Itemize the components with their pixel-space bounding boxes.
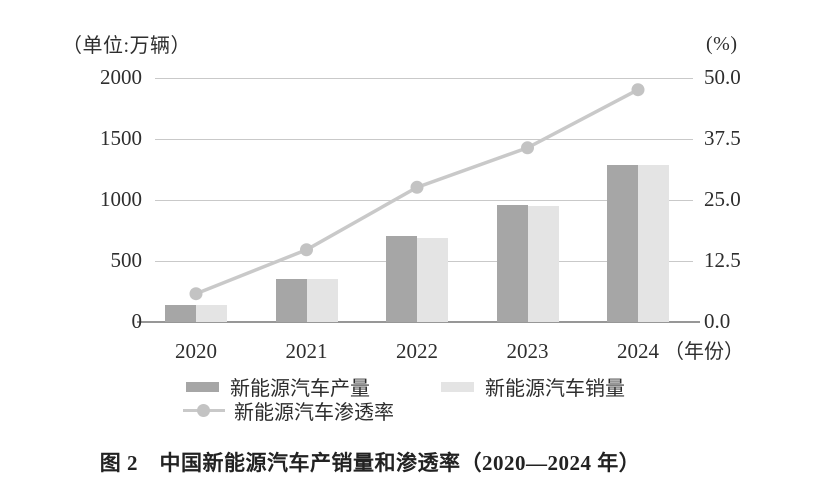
right-axis-tick-label: 50.0 — [704, 65, 741, 89]
right-axis-tick-label: 12.5 — [704, 248, 741, 272]
left-axis-tick-label: 2000 — [100, 65, 142, 89]
left-axis-tick-label: 0 — [131, 309, 143, 333]
chart-plot-area: 0 500 1000 1500 2000 0.0 12.5 25.0 37.5 50.0 2020 2… — [100, 65, 744, 363]
production-bar — [607, 164, 638, 322]
x-axis-tick-label: 2021 — [285, 339, 328, 363]
sales-bar — [638, 165, 669, 322]
x-axis-line — [137, 321, 700, 323]
left-axis-tick-label: 500 — [110, 248, 143, 272]
legend-label-sales: 新能源汽车销量 — [485, 378, 625, 400]
production-bar — [165, 305, 196, 322]
line-swatch-marker — [197, 404, 210, 417]
gridline — [155, 139, 693, 140]
legend-item-sales: 新能源汽车销量 — [441, 372, 625, 401]
production-bar — [386, 235, 417, 322]
right-axis-tick-label: 37.5 — [704, 126, 741, 150]
legend-label-production: 新能源汽车产量 — [230, 378, 370, 400]
left-axis-tick-label: 1000 — [100, 187, 142, 211]
left-axis-tick-label: 1500 — [100, 126, 142, 150]
right-axis-tick-label: 25.0 — [704, 187, 741, 211]
legend-item-penetration: 新能源汽车渗透率 — [183, 396, 394, 425]
sales-bar — [417, 237, 448, 322]
penetration-line-swatch-icon — [183, 404, 225, 417]
x-axis-tick-label: 2020 — [175, 339, 217, 363]
x-axis-tick-label: 2024 — [617, 339, 659, 363]
sales-bar — [527, 206, 559, 322]
production-bar — [496, 205, 528, 322]
legend-label-penetration: 新能源汽车渗透率 — [234, 402, 394, 424]
right-axis-tick-label: 0.0 — [704, 309, 731, 333]
sales-bar — [306, 279, 338, 322]
x-axis-suffix-label: （年份） — [664, 341, 744, 363]
gridline — [155, 78, 693, 79]
right-axis-unit-label: (%) — [706, 33, 738, 55]
sales-bar-swatch-icon — [441, 381, 474, 392]
sales-bar — [196, 305, 227, 322]
x-axis-tick-label: 2023 — [506, 339, 549, 363]
figure-caption: 图 2 中国新能源汽车产销量和渗透率（2020—2024 年） — [99, 451, 641, 475]
legend-item-production: 新能源汽车产量 — [186, 372, 370, 401]
production-bar-swatch-icon — [186, 381, 219, 392]
left-axis-unit-label: （单位:万辆） — [62, 35, 192, 57]
x-axis-tick-label: 2022 — [396, 339, 438, 363]
production-bar — [275, 278, 307, 322]
